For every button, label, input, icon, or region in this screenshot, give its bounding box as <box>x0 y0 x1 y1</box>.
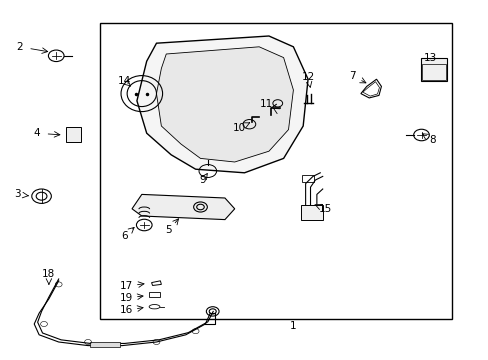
Text: 17: 17 <box>119 281 133 291</box>
Text: 12: 12 <box>301 72 314 82</box>
Bar <box>90 342 120 347</box>
Text: 6: 6 <box>121 231 128 241</box>
Bar <box>66 127 81 142</box>
Text: 10: 10 <box>233 123 245 133</box>
Bar <box>420 58 447 81</box>
Text: 16: 16 <box>119 305 133 315</box>
Text: 2: 2 <box>16 42 23 52</box>
Text: 9: 9 <box>199 175 206 185</box>
Text: 1: 1 <box>289 321 296 331</box>
Bar <box>421 64 446 80</box>
Text: 15: 15 <box>318 204 331 214</box>
Polygon shape <box>156 47 293 162</box>
Text: 14: 14 <box>118 76 131 86</box>
Text: 19: 19 <box>119 293 133 303</box>
Text: 8: 8 <box>428 135 435 145</box>
Polygon shape <box>132 194 234 220</box>
Bar <box>300 205 322 220</box>
Bar <box>149 292 160 297</box>
Text: 3: 3 <box>14 189 20 199</box>
Text: 13: 13 <box>423 53 436 63</box>
Bar <box>302 175 314 182</box>
Bar <box>100 23 451 319</box>
Text: 11: 11 <box>259 99 273 109</box>
Text: 7: 7 <box>348 71 355 81</box>
Polygon shape <box>137 36 307 173</box>
Text: 5: 5 <box>165 225 172 235</box>
Text: 18: 18 <box>42 269 56 279</box>
Text: 4: 4 <box>33 128 40 138</box>
